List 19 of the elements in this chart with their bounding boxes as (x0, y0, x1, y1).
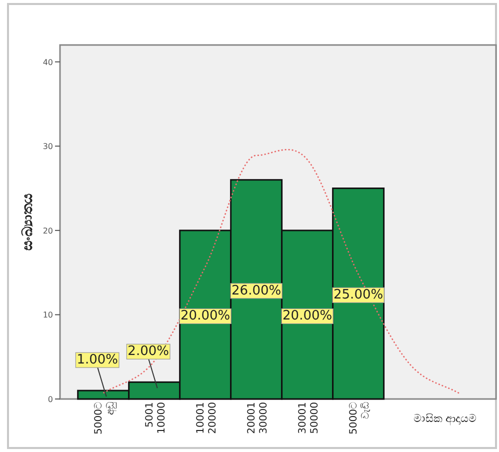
x-tick-label: 5000ට අඩු (93, 401, 116, 434)
y-tick-label: 0 (48, 395, 53, 404)
x-tick-label: 30001 50000 (297, 402, 320, 434)
data-label: 20.00% (282, 308, 332, 324)
y-tick-label: 30 (42, 142, 53, 152)
y-tick-label: 20 (42, 226, 53, 236)
data-label: 20.00% (180, 308, 230, 324)
y-tick-label: 10 (42, 310, 53, 320)
y-tick-label: 40 (42, 58, 53, 67)
data-label: 2.00% (128, 344, 169, 360)
data-label: 26.00% (232, 283, 282, 298)
x-tick-label: 5001 10000 (144, 402, 168, 434)
data-label: 1.00% (76, 352, 118, 368)
x-tick-label: 5000ට වැඩි (348, 401, 372, 434)
x-axis-title: මාසික ආදායම (413, 412, 477, 426)
y-axis-title: සංඛ්‍යාතය (20, 194, 36, 250)
x-tick-label: 20001 30000 (246, 402, 270, 434)
x-tick-label: 10001 20000 (195, 402, 218, 434)
data-label: 25.00% (334, 288, 384, 303)
